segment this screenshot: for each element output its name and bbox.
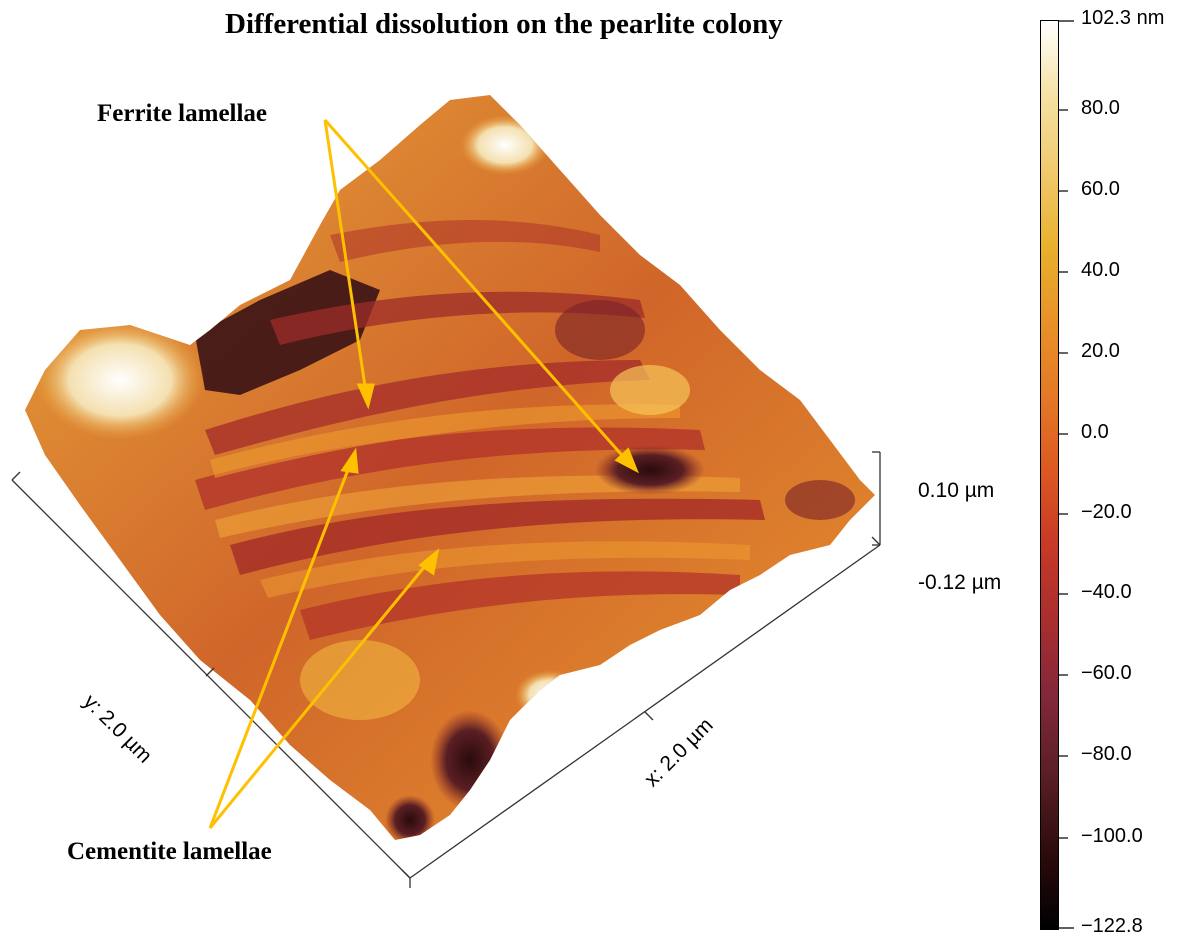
colorbar-tick-label: 20.0 [1081, 340, 1120, 362]
colorbar-tick-label: −122.8 [1081, 915, 1143, 937]
colorbar-tick-label: 102.3 nm [1081, 7, 1165, 29]
cementite-lamellae-label: Cementite lamellae [67, 838, 272, 865]
z-axis-top-label: 0.10 µm [918, 479, 995, 502]
colorbar-tick-label: 60.0 [1081, 178, 1120, 200]
ferrite-arrow-1 [323, 119, 368, 394]
cementite-arrow-2 [208, 559, 432, 829]
figure-title: Differential dissolution on the pearlite… [225, 8, 783, 40]
colorbar-tick-label: −40.0 [1081, 581, 1132, 603]
colorbar-ticks [1057, 20, 1074, 929]
colorbar-tick-label: 40.0 [1081, 259, 1120, 281]
axis-frame [11, 451, 881, 888]
height-colorbar [1040, 20, 1059, 930]
annotation-arrows [208, 119, 639, 829]
colorbar-tick-label: −20.0 [1081, 501, 1132, 523]
colorbar-tick-label: −80.0 [1081, 743, 1132, 765]
ferrite-lamellae-label: Ferrite lamellae [97, 100, 268, 127]
afm-surface [25, 95, 875, 840]
cementite-arrow-1 [208, 461, 353, 829]
colorbar-tick-label: 80.0 [1081, 97, 1120, 119]
colorbar-tick-label: 0.0 [1081, 421, 1109, 443]
ferrite-arrow-2 [323, 119, 630, 463]
colorbar-tick-label: −100.0 [1081, 825, 1143, 847]
lamellae-texture [35, 115, 855, 840]
colorbar-tick-label: −60.0 [1081, 662, 1132, 684]
z-axis-bottom-label: -0.12 µm [918, 571, 1002, 594]
